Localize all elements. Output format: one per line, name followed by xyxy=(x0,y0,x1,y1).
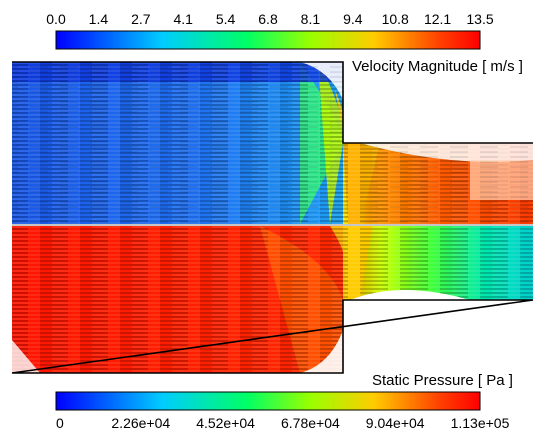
velocity-tick-label: 4.1 xyxy=(173,11,193,27)
pressure-tick-label: 1.13e+05 xyxy=(451,415,510,431)
velocity-legend-title: Velocity Magnitude [ m/s ] xyxy=(352,58,523,75)
velocity-tick-label: 13.5 xyxy=(466,11,493,27)
velocity-tick-label: 12.1 xyxy=(424,11,451,27)
velocity-tick-label: 6.8 xyxy=(258,11,278,27)
pressure-tick-label: 9.04e+04 xyxy=(366,415,425,431)
velocity-tick-label: 5.4 xyxy=(216,11,236,27)
pressure-tick-label: 6.78e+04 xyxy=(281,415,340,431)
velocity-tick-label: 2.7 xyxy=(131,11,151,27)
pressure-tick-label: 0 xyxy=(56,415,64,431)
recirculation-zone-outlet-bottom xyxy=(350,290,470,300)
velocity-tick-labels: 0.0 1.4 2.7 4.1 5.4 6.8 8.1 9.4 10.8 12.1 13.5 xyxy=(46,11,494,27)
recirculation-zone-bottom-corner xyxy=(300,330,343,373)
pressure-tick-label: 2.26e+04 xyxy=(111,415,170,431)
pressure-tick-labels: 0 2.26e+04 4.52e+04 6.78e+04 9.04e+04 1.13e+0… xyxy=(56,415,510,431)
pressure-legend: Static Pressure [ Pa ] 0 2.26e+04 4.52e+04… xyxy=(55,372,513,431)
channel-walls xyxy=(11,61,534,374)
velocity-tick-label: 8.1 xyxy=(301,11,321,27)
velocity-colorbar xyxy=(55,30,481,50)
pressure-legend-title: Static Pressure [ Pa ] xyxy=(372,372,513,389)
velocity-tick-label: 0.0 xyxy=(46,11,66,27)
pressure-colorbar xyxy=(55,391,481,411)
velocity-tick-label: 9.4 xyxy=(343,11,363,27)
velocity-tick-label: 10.8 xyxy=(382,11,409,27)
velocity-legend: 0.0 1.4 2.7 4.1 5.4 6.8 8.1 9.4 10.8 12.1 13.5 Vel… xyxy=(46,11,523,75)
pressure-colorbar-bands xyxy=(56,392,480,410)
pressure-tick-label: 4.52e+04 xyxy=(196,415,255,431)
velocity-colorbar-bands xyxy=(56,31,480,49)
velocity-tick-label: 1.4 xyxy=(89,11,109,27)
